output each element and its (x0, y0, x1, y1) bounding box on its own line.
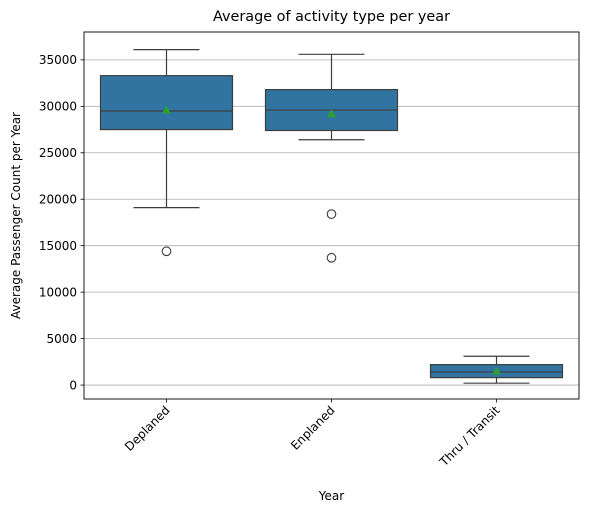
x-axis-ticks: Deplaned Enplaned Thru / Transit (122, 399, 503, 470)
outlier-point (327, 253, 336, 262)
outlier-point (162, 247, 171, 256)
y-axis-label: Average Passenger Count per Year (9, 112, 23, 319)
box-group-2 (431, 356, 563, 383)
x-axis-label: Year (318, 489, 344, 503)
box-group-1 (266, 54, 398, 262)
x-tick-label: Enplaned (288, 403, 338, 453)
y-axis-ticks: 0 5000 10000 15000 20000 25000 30000 35000 (39, 53, 84, 392)
x-tick-label: Deplaned (122, 403, 173, 454)
y-tick-label: 30000 (39, 100, 77, 114)
chart-title: Average of activity type per year (213, 9, 450, 25)
y-tick-label: 35000 (39, 53, 77, 67)
y-tick-label: 25000 (39, 146, 77, 160)
y-tick-label: 5000 (46, 332, 77, 346)
x-tick-label: Thru / Transit (436, 403, 503, 470)
outlier-point (327, 210, 336, 219)
y-tick-label: 0 (69, 378, 77, 392)
boxes (101, 50, 563, 384)
iqr-box (101, 76, 233, 130)
y-tick-label: 20000 (39, 193, 77, 207)
y-tick-label: 10000 (39, 285, 77, 299)
y-tick-label: 15000 (39, 239, 77, 253)
